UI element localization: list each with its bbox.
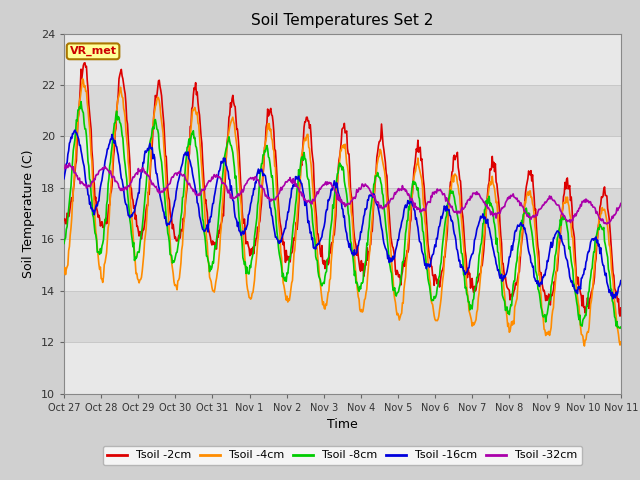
Tsoil -32cm: [411, 200, 419, 206]
Tsoil -2cm: [60, 217, 68, 223]
Tsoil -32cm: [617, 201, 625, 206]
Bar: [64, 342, 621, 394]
Bar: [64, 136, 621, 188]
Tsoil -32cm: [185, 182, 193, 188]
Bar: [64, 291, 621, 342]
Tsoil -16cm: [70, 129, 78, 134]
Tsoil -8cm: [185, 138, 193, 144]
Bar: [64, 85, 621, 136]
Tsoil -2cm: [70, 181, 78, 187]
Tsoil -8cm: [617, 324, 625, 330]
Tsoil -32cm: [603, 221, 611, 227]
Tsoil -16cm: [609, 296, 617, 301]
Tsoil -16cm: [214, 174, 222, 180]
Tsoil -8cm: [428, 295, 435, 301]
Tsoil -16cm: [428, 258, 435, 264]
Bar: [64, 34, 621, 85]
Tsoil -4cm: [70, 178, 78, 183]
Line: Tsoil -8cm: Tsoil -8cm: [64, 102, 621, 328]
Tsoil -16cm: [128, 213, 136, 219]
Tsoil -32cm: [128, 177, 136, 182]
Tsoil -32cm: [60, 166, 68, 171]
Tsoil -2cm: [81, 60, 89, 66]
Tsoil -4cm: [60, 271, 68, 276]
Bar: [64, 240, 621, 291]
Tsoil -4cm: [580, 343, 588, 349]
Tsoil -4cm: [185, 150, 193, 156]
Tsoil -8cm: [214, 221, 222, 227]
Text: VR_met: VR_met: [70, 46, 116, 57]
Tsoil -8cm: [77, 99, 85, 105]
Tsoil -4cm: [411, 170, 419, 176]
Tsoil -8cm: [70, 143, 78, 148]
Line: Tsoil -16cm: Tsoil -16cm: [64, 130, 621, 299]
Line: Tsoil -32cm: Tsoil -32cm: [64, 163, 621, 224]
Tsoil -4cm: [428, 297, 435, 303]
Tsoil -2cm: [616, 313, 624, 319]
Tsoil -2cm: [411, 162, 419, 168]
Line: Tsoil -4cm: Tsoil -4cm: [64, 79, 621, 346]
Tsoil -8cm: [616, 325, 624, 331]
Tsoil -32cm: [214, 174, 222, 180]
Title: Soil Temperatures Set 2: Soil Temperatures Set 2: [252, 13, 433, 28]
X-axis label: Time: Time: [327, 418, 358, 431]
Tsoil -8cm: [411, 179, 419, 185]
Tsoil -16cm: [60, 176, 68, 181]
Tsoil -32cm: [71, 170, 79, 176]
Tsoil -4cm: [79, 76, 86, 82]
Tsoil -2cm: [128, 195, 136, 201]
Tsoil -32cm: [65, 160, 73, 166]
Tsoil -2cm: [214, 234, 222, 240]
Tsoil -32cm: [428, 193, 435, 199]
Tsoil -16cm: [185, 156, 193, 161]
Line: Tsoil -2cm: Tsoil -2cm: [64, 63, 621, 316]
Legend: Tsoil -2cm, Tsoil -4cm, Tsoil -8cm, Tsoil -16cm, Tsoil -32cm: Tsoil -2cm, Tsoil -4cm, Tsoil -8cm, Tsoi…: [103, 446, 582, 465]
Tsoil -16cm: [71, 127, 79, 133]
Tsoil -2cm: [617, 305, 625, 311]
Tsoil -8cm: [128, 237, 136, 242]
Bar: [64, 188, 621, 240]
Tsoil -16cm: [617, 278, 625, 284]
Tsoil -2cm: [428, 263, 435, 269]
Tsoil -4cm: [214, 265, 222, 271]
Y-axis label: Soil Temperature (C): Soil Temperature (C): [22, 149, 35, 278]
Tsoil -2cm: [185, 156, 193, 162]
Tsoil -16cm: [411, 208, 419, 214]
Tsoil -4cm: [128, 218, 136, 224]
Tsoil -4cm: [617, 339, 625, 345]
Tsoil -8cm: [60, 240, 68, 246]
